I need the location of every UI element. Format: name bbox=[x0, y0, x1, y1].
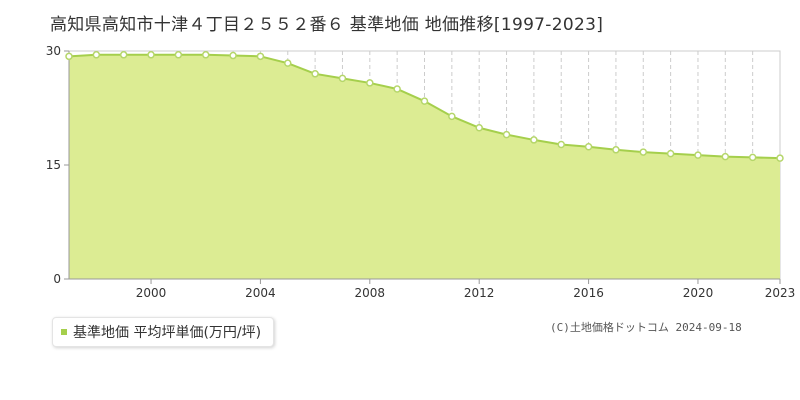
data-point bbox=[748, 153, 757, 162]
x-tick-label: 2008 bbox=[355, 286, 386, 300]
data-point bbox=[666, 149, 675, 158]
data-point bbox=[776, 154, 784, 162]
legend-label: 基準地価 平均坪単価(万円/坪) bbox=[73, 325, 262, 341]
credit-text: (C)土地価格ドットコム 2024-09-18 bbox=[550, 321, 742, 334]
data-point bbox=[557, 140, 565, 149]
data-point bbox=[694, 151, 702, 159]
data-point bbox=[420, 97, 429, 105]
data-point bbox=[65, 52, 73, 61]
data-markers bbox=[65, 51, 784, 162]
data-point bbox=[475, 124, 483, 132]
y-tick-label: 15 bbox=[46, 158, 61, 172]
data-point bbox=[92, 51, 101, 59]
data-point bbox=[393, 85, 401, 93]
legend-swatch bbox=[61, 329, 67, 335]
data-point bbox=[147, 51, 155, 59]
y-tick-label: 30 bbox=[46, 44, 61, 58]
data-point bbox=[366, 79, 374, 87]
data-point bbox=[721, 152, 730, 161]
chart-title: 高知県高知市十津４丁目２５５２番６ 基準地価 地価推移[1997-2023] bbox=[50, 15, 604, 35]
data-point bbox=[502, 130, 511, 139]
data-point bbox=[284, 59, 292, 67]
data-point bbox=[201, 51, 210, 59]
x-tick-label: 2023 bbox=[765, 286, 796, 300]
x-tick-label: 2016 bbox=[573, 286, 604, 300]
axes: 0 15 30 2000 2004 2008 2012 2016 2020 2023 bbox=[46, 44, 796, 300]
data-point bbox=[612, 146, 620, 154]
x-tick-label: 2004 bbox=[245, 286, 276, 300]
data-point bbox=[639, 148, 648, 156]
y-tick-label: 0 bbox=[53, 272, 61, 286]
x-tick-label: 2000 bbox=[136, 286, 167, 300]
data-point bbox=[256, 52, 265, 61]
series-fill bbox=[69, 54, 780, 279]
x-tick-label: 2012 bbox=[464, 286, 495, 300]
data-point bbox=[119, 51, 128, 59]
data-point bbox=[530, 136, 538, 144]
data-point bbox=[311, 70, 319, 78]
x-tick-label: 2020 bbox=[683, 286, 714, 300]
data-point bbox=[338, 74, 347, 83]
data-point bbox=[174, 51, 183, 59]
legend: 基準地価 平均坪単価(万円/坪) bbox=[52, 317, 275, 347]
data-point bbox=[448, 112, 456, 121]
data-point bbox=[229, 51, 237, 60]
data-point bbox=[584, 143, 593, 151]
